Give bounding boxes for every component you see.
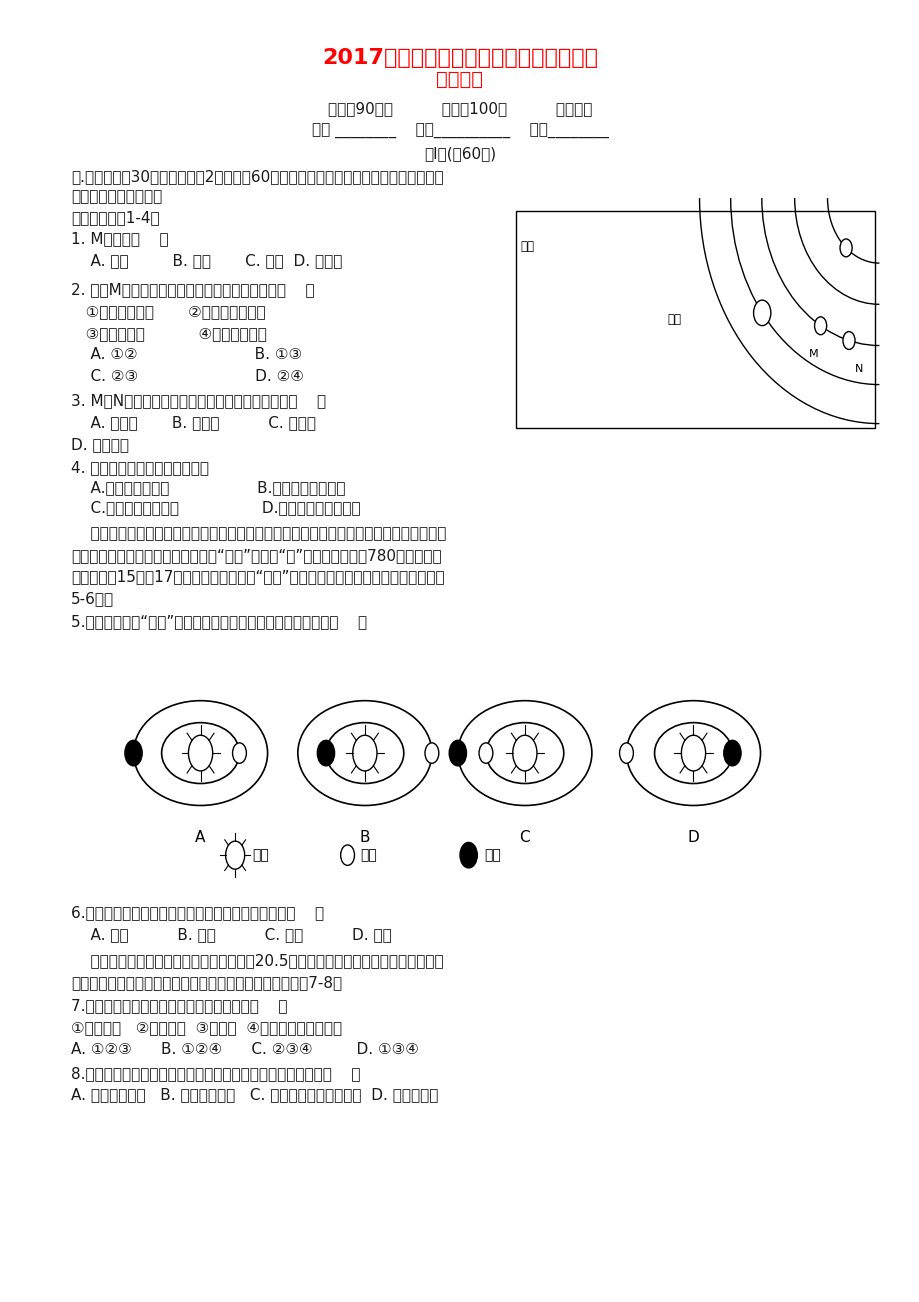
Ellipse shape (626, 700, 760, 806)
Circle shape (479, 743, 493, 763)
Circle shape (681, 736, 705, 771)
Circle shape (460, 842, 477, 868)
Text: A. 金星         B. 火星       C. 土星  D. 天王星: A. 金星 B. 火星 C. 土星 D. 天王星 (71, 253, 342, 268)
Text: 1. M行星是（    ）: 1. M行星是（ ） (71, 232, 168, 246)
Ellipse shape (485, 723, 563, 784)
Circle shape (425, 743, 438, 763)
Ellipse shape (133, 700, 267, 806)
Text: 地外行星（即轨道在地球轨道之外的行星）绕日公转运行到与地球、太阳成一条直线，且: 地外行星（即轨道在地球轨道之外的行星）绕日公转运行到与地球、太阳成一条直线，且 (71, 526, 446, 542)
Text: D. 河外星系: D. 河外星系 (71, 436, 129, 452)
Text: A. 地月系       B. 太阳系          C. 鈣河系: A. 地月系 B. 太阳系 C. 鈣河系 (71, 415, 315, 430)
Text: 与地球位于太阳的同侧时，称为行星“冲日”，简称“冲”。火星冲日每隔780天左右发生: 与地球位于太阳的同侧时，称为行星“冲日”，简称“冲”。火星冲日每隔780天左右发… (71, 548, 441, 562)
Text: A. 土星          B. 金星          C. 地球          D. 火星: A. 土星 B. 金星 C. 地球 D. 火星 (71, 927, 391, 941)
Ellipse shape (162, 723, 239, 784)
Circle shape (188, 736, 212, 771)
Circle shape (352, 736, 377, 771)
Circle shape (723, 741, 741, 766)
Text: M: M (808, 349, 818, 359)
Ellipse shape (298, 700, 431, 806)
Text: 第Ⅰ卷(內60分): 第Ⅰ卷(內60分) (424, 146, 495, 161)
Circle shape (125, 741, 142, 766)
Text: 自欧洲的天文学家宣称，他们在距离地礆20.5光年以外的太空发现了一颗与地球颌为: 自欧洲的天文学家宣称，他们在距离地礆20.5光年以外的太空发现了一颗与地球颌为 (71, 953, 443, 969)
Text: 火星: 火星 (360, 848, 377, 862)
Text: 相似的行星，并认为这颗行星可能适合孕育生命。据此回筗7-8题: 相似的行星，并认为这颗行星可能适合孕育生命。据此回筗7-8题 (71, 975, 342, 991)
Text: 木星: 木星 (667, 312, 681, 326)
Ellipse shape (458, 700, 591, 806)
Text: 太阳: 太阳 (252, 848, 269, 862)
Circle shape (753, 301, 770, 326)
Text: C: C (519, 829, 529, 845)
Text: 5.假若发生火星“冲日”现象，则下列四图能正确表示冲日的是（    ）: 5.假若发生火星“冲日”现象，则下列四图能正确表示冲日的是（ ） (71, 615, 367, 629)
Ellipse shape (325, 723, 403, 784)
Circle shape (813, 316, 826, 335)
Circle shape (317, 741, 335, 766)
Text: C.太空中的航天飞机                 D.行星爆炸瞬间的碎片: C.太空中的航天飞机 D.行星爆炸瞬间的碎片 (71, 500, 360, 516)
Text: A: A (195, 829, 206, 845)
Text: A. ①②③      B. ①②④      C. ②③④         D. ①③④: A. ①②③ B. ①②④ C. ②③④ D. ①③④ (71, 1042, 418, 1057)
Text: 4. 下列地理事物不属于天体的是: 4. 下列地理事物不属于天体的是 (71, 460, 209, 475)
Text: 时间：90分钟          总分：100分          命题人：: 时间：90分钟 总分：100分 命题人： (327, 102, 592, 116)
Text: C. ②③                        D. ②④: C. ②③ D. ②④ (71, 370, 303, 384)
Text: N: N (855, 363, 863, 374)
Text: 2. 如果M行星上也存在生命，满足的条件应该有（    ）: 2. 如果M行星上也存在生命，满足的条件应该有（ ） (71, 283, 314, 297)
Circle shape (233, 743, 246, 763)
Text: 7.该行星适合孕育生命的条件应该主要包括（    ）: 7.该行星适合孕育生命的条件应该主要包括（ ） (71, 999, 287, 1013)
Text: 读右图，完成1-4题: 读右图，完成1-4题 (71, 210, 159, 225)
Text: D: D (686, 829, 698, 845)
Circle shape (448, 741, 466, 766)
Circle shape (839, 240, 851, 256)
Bar (516, 211, 874, 427)
Text: A. 日照条件稳定   B. 日地距离适中   C. 地球的质量和体积适中  D. 有原始海洋: A. 日照条件稳定 B. 日地距离适中 C. 地球的质量和体积适中 D. 有原始… (71, 1087, 437, 1103)
Circle shape (340, 845, 354, 866)
Text: 班级 ________    姓名__________    考号________: 班级 ________ 姓名__________ 考号________ (312, 124, 607, 139)
Text: 是符合题目要求的。）: 是符合题目要求的。） (71, 189, 162, 204)
Text: A.轮廓模糊的星云                  B.天空中飘动的云朵: A.轮廓模糊的星云 B.天空中飘动的云朵 (71, 480, 345, 495)
Text: B: B (359, 829, 369, 845)
Ellipse shape (654, 723, 732, 784)
Text: 5-6题：: 5-6题： (71, 591, 114, 607)
Text: 木星: 木星 (483, 848, 501, 862)
Text: 一.选择题（內30小题，每小题2分，共腣60分。在每小题列出的四个选项中，只有一个: 一.选择题（內30小题，每小题2分，共腣60分。在每小题列出的四个选项中，只有一… (71, 169, 443, 184)
Text: ①温度适宜   ②有液态水  ③无大气  ④宇宙环境安全、稳定: ①温度适宜 ②有液态水 ③无大气 ④宇宙环境安全、稳定 (71, 1019, 342, 1035)
Circle shape (512, 736, 537, 771)
Text: 2017年下学期醴陵一中高一年级期中考试: 2017年下学期醴陵一中高一年级期中考试 (322, 48, 597, 68)
Text: ③有卫星绕转           ④不停绕日公转: ③有卫星绕转 ④不停绕日公转 (71, 326, 267, 341)
Text: A. ①②                        B. ①③: A. ①② B. ①③ (71, 348, 301, 362)
Text: ①距日远近适中       ②质量和体积适当: ①距日远近适中 ②质量和体积适当 (71, 305, 266, 319)
Text: 地理试卷: 地理试卷 (436, 70, 483, 89)
Text: 一次，而每15年至17年才会出现一次火星“大冲”，大冲期间火星离地球最近。据此回答: 一次，而每15年至17年才会出现一次火星“大冲”，大冲期间火星离地球最近。据此回… (71, 569, 444, 585)
Text: 3. M与N组成一天体系统，与该系统级别相同的是（    ）: 3. M与N组成一天体系统，与该系统级别相同的是（ ） (71, 393, 325, 409)
Circle shape (225, 841, 244, 870)
Circle shape (618, 743, 632, 763)
Text: 6.下列各行星概属于类地行星，又属于地外行星的是（    ）: 6.下列各行星概属于类地行星，又属于地外行星的是（ ） (71, 905, 323, 921)
Text: 8.地球上的大气层适于生物的呼吸，大气层的存在主要取决于（    ）: 8.地球上的大气层适于生物的呼吸，大气层的存在主要取决于（ ） (71, 1066, 360, 1081)
Text: 地球: 地球 (520, 240, 534, 253)
Circle shape (842, 332, 854, 349)
